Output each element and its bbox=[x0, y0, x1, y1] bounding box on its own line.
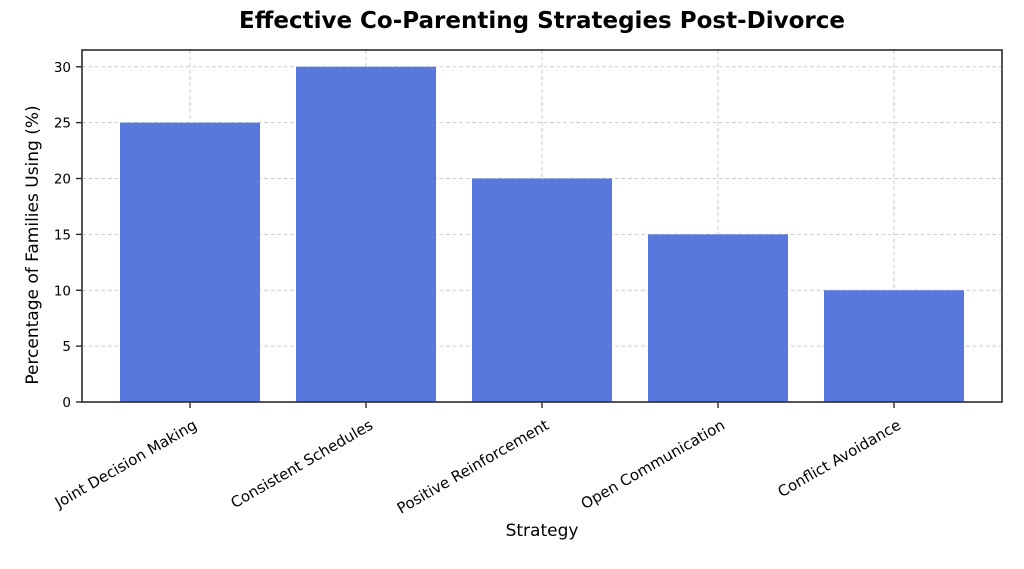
x-axis-label: Strategy bbox=[505, 521, 579, 541]
y-tick-label: 0 bbox=[62, 395, 71, 411]
x-tick-label: Consistent Schedules bbox=[228, 416, 377, 512]
y-axis-label: Percentage of Families Using (%) bbox=[23, 105, 43, 385]
y-tick-label: 15 bbox=[54, 227, 71, 243]
bar-positive-reinforcement bbox=[472, 178, 612, 402]
chart-title: Effective Co-Parenting Strategies Post-D… bbox=[239, 8, 845, 34]
bar-conflict-avoidance bbox=[824, 290, 964, 402]
y-tick-label: 25 bbox=[54, 116, 71, 132]
y-tick-label: 5 bbox=[62, 339, 71, 355]
y-tick-label: 30 bbox=[54, 60, 71, 76]
bar-consistent-schedules bbox=[296, 66, 436, 402]
x-tick-label: Open Communication bbox=[578, 416, 728, 513]
x-tick-label: Conflict Avoidance bbox=[775, 416, 904, 501]
y-tick-label: 20 bbox=[54, 172, 71, 188]
x-tick-label: Joint Decision Making bbox=[51, 416, 200, 512]
bar-joint-decision-making bbox=[120, 122, 260, 402]
bar-open-communication bbox=[648, 234, 788, 402]
x-tick-label: Positive Reinforcement bbox=[394, 416, 552, 518]
y-tick-label: 10 bbox=[54, 283, 71, 299]
